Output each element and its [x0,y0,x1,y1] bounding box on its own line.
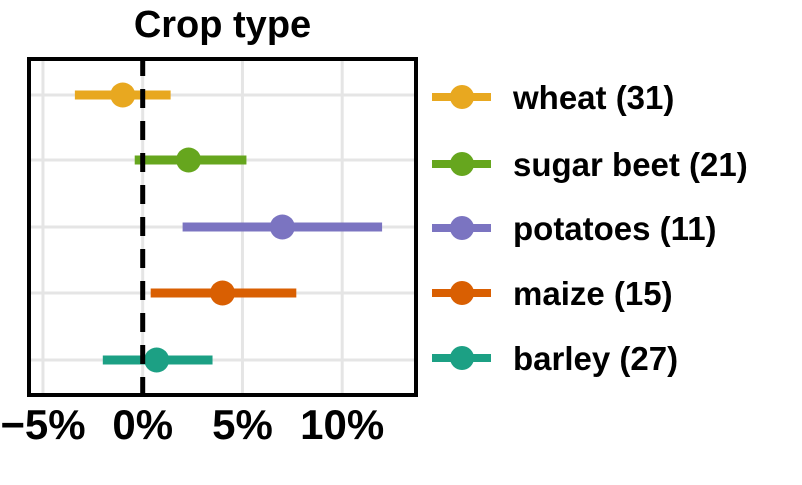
legend-item-wheat: wheat (31) [432,75,674,119]
x-tick-label: −5% [0,401,86,448]
chart-title: Crop type [133,4,312,46]
legend-item-potatoes: potatoes (11) [432,206,717,250]
legend-label: maize (15) [513,274,673,312]
legend-item-sugar-beet: sugar beet (21) [432,142,748,186]
x-tick-label: 5% [212,401,273,448]
legend: wheat (31) sugar beet (21) potatoes (11)… [432,0,802,485]
plot-canvas [27,57,418,397]
pointrange-swatch-icon [432,215,491,241]
legend-item-maize: maize (15) [432,271,673,315]
legend-label: sugar beet (21) [513,145,748,183]
legend-label: potatoes (11) [513,209,717,247]
pointrange-swatch-icon [432,151,491,177]
x-tick-label: 10% [300,401,385,448]
x-axis: −5% 0% 5% 10% [0,401,418,457]
legend-label: wheat (31) [513,78,675,116]
pointrange-swatch-icon [432,84,491,110]
legend-item-barley: barley (27) [432,336,678,380]
legend-label: barley (27) [513,339,679,377]
plot-area [27,57,418,397]
x-tick-label: 0% [112,401,174,448]
pointrange-swatch-icon [432,280,491,306]
pointrange-swatch-icon [432,345,491,371]
